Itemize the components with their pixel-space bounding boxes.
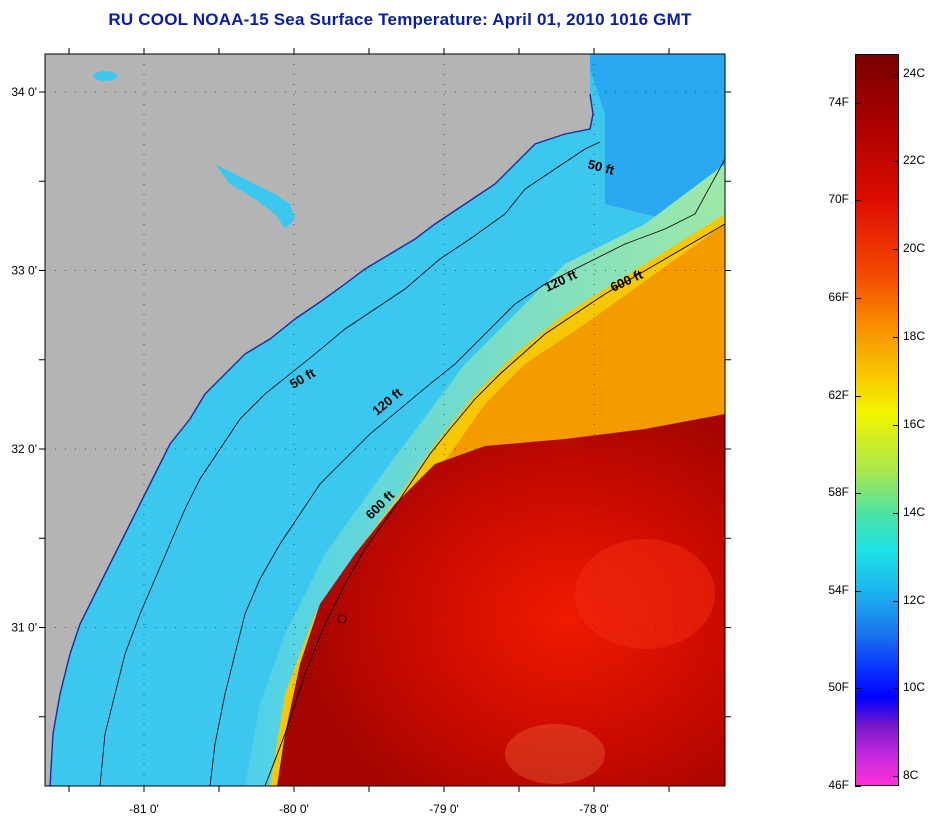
- fahrenheit-tick: [855, 395, 861, 397]
- celsius-label: 20C: [903, 241, 926, 256]
- isobath-closed-contour: [337, 614, 347, 624]
- celsius-tick: [893, 249, 899, 251]
- celsius-label: 14C: [903, 504, 926, 519]
- fahrenheit-label: 66F: [828, 290, 849, 304]
- fahrenheit-tick: [855, 590, 861, 592]
- lat-label: 34 0': [11, 85, 37, 99]
- lat-label: 33 0': [11, 264, 37, 278]
- axis-labels: 34 0' 33 0' 32 0' 31 0' -81 0' -80 0' -79 0' -7…: [11, 85, 608, 816]
- sst-map: 50 ft 120 ft 600 ft 50 ft 120 ft 600 ft …: [11, 48, 731, 816]
- celsius-tick: [893, 688, 899, 690]
- fahrenheit-label: 54F: [828, 582, 849, 597]
- fahrenheit-tick: [855, 298, 861, 299]
- isobath-600ft: [264, 223, 726, 787]
- fahrenheit-tick: [855, 493, 861, 495]
- isobath-50ft: [99, 141, 601, 787]
- lake-marion: [215, 164, 295, 229]
- celsius-label: 12C: [903, 592, 926, 607]
- celsius-tick: [893, 776, 899, 778]
- celsius-tick: [893, 600, 899, 602]
- fahrenheit-tick: [855, 786, 861, 787]
- celsius-label: 8C: [903, 768, 919, 783]
- lat-label: 31 0': [11, 621, 37, 635]
- fahrenheit-label: 50F: [828, 680, 849, 695]
- eddy-swirl: [505, 724, 605, 784]
- celsius-label: 16C: [903, 416, 926, 431]
- cold-north-patch: [585, 54, 725, 219]
- land-mass: [45, 54, 593, 786]
- fahrenheit-label: 46F: [828, 778, 849, 792]
- lon-label: -79 0': [429, 802, 459, 816]
- celsius-tick: [893, 161, 899, 163]
- celsius-label: 24C: [903, 65, 926, 80]
- celsius-tick: [893, 337, 899, 339]
- fahrenheit-label: 58F: [828, 485, 849, 500]
- contour-label: 50 ft: [586, 156, 616, 178]
- fahrenheit-tick: [855, 688, 861, 690]
- fahrenheit-tick: [855, 200, 861, 202]
- celsius-tick: [893, 424, 899, 426]
- fahrenheit-tick: [855, 102, 861, 104]
- fahrenheit-label: 62F: [828, 387, 849, 402]
- gulf-stream: [277, 414, 725, 786]
- map-title: RU COOL NOAA-15 Sea Surface Temperature:…: [108, 10, 692, 29]
- map-frame: [44, 53, 726, 787]
- lon-label: -80 0': [279, 802, 309, 816]
- temperature-colorbar: [855, 54, 899, 786]
- lon-label: -81 0': [129, 802, 159, 816]
- inland-lake: [93, 71, 117, 81]
- lon-label: -78 0': [579, 802, 609, 816]
- celsius-tick: [893, 512, 899, 514]
- celsius-label: 18C: [903, 329, 926, 344]
- lat-label: 32 0': [11, 442, 37, 456]
- isobath-120ft: [209, 158, 726, 787]
- coastline: [49, 93, 594, 787]
- fahrenheit-label: 74F: [828, 94, 849, 109]
- eddy-core: [575, 539, 715, 649]
- graticule: [39, 48, 731, 792]
- celsius-label: 22C: [903, 153, 926, 168]
- celsius-label: 10C: [903, 680, 926, 695]
- fahrenheit-label: 70F: [828, 192, 849, 207]
- celsius-tick: [893, 73, 899, 75]
